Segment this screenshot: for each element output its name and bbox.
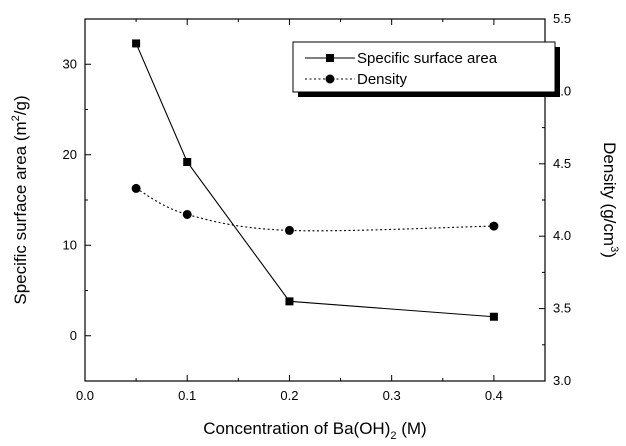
x-tick-label-0: 0.0 [76, 388, 94, 403]
series-layer [131, 39, 499, 321]
legend-label-series-1: Specific surface area [357, 50, 498, 67]
series-1-point-0 [132, 39, 141, 48]
x-tick-label-2: 0.2 [280, 388, 298, 403]
series-1-point-3 [489, 312, 498, 321]
x-axis-title: Concentration of Ba(OH)2 (M) [203, 419, 426, 441]
legend: Specific surface area Density [292, 41, 560, 97]
y-axis-left-title: Specific surface area (m2/g) [10, 95, 30, 304]
series-2-point-3 [489, 221, 499, 231]
series-1-line [135, 43, 494, 318]
x-tick-label-3: 0.3 [383, 388, 401, 403]
x-tick-label-1: 0.1 [178, 388, 196, 403]
legend-sample-marker-1 [326, 54, 334, 62]
legend-samples [305, 54, 355, 84]
y-right-tick-label-1: 3.5 [553, 301, 571, 316]
y-left-tick-label-0: 0 [70, 328, 77, 343]
series-2-line [135, 187, 494, 232]
y-left-tick-label-3: 30 [63, 56, 77, 71]
y-right-tick-label-5: 5.5 [553, 11, 571, 26]
y-right-tick-label-2: 4.0 [553, 228, 571, 243]
series-2-point-2 [284, 225, 294, 235]
legend-label-series-2: Density [357, 71, 408, 88]
series-1-point-2 [285, 297, 294, 306]
x-tick-label-4: 0.4 [485, 388, 503, 403]
y-right-tick-label-0: 3.0 [553, 373, 571, 388]
y-left-tick-label-1: 10 [63, 237, 77, 252]
series-2-point-1 [182, 209, 192, 219]
series-1 [132, 39, 498, 321]
legend-box [292, 41, 556, 93]
y-right-tick-label-3: 4.5 [553, 156, 571, 171]
y-axis-right-title: Density (g/cm3) [600, 142, 620, 258]
legend-sample-marker-2 [325, 74, 335, 84]
y-left-tick-label-2: 20 [63, 147, 77, 162]
series-2-point-0 [131, 183, 141, 193]
series-1-point-1 [183, 157, 192, 166]
series-2 [131, 183, 499, 235]
